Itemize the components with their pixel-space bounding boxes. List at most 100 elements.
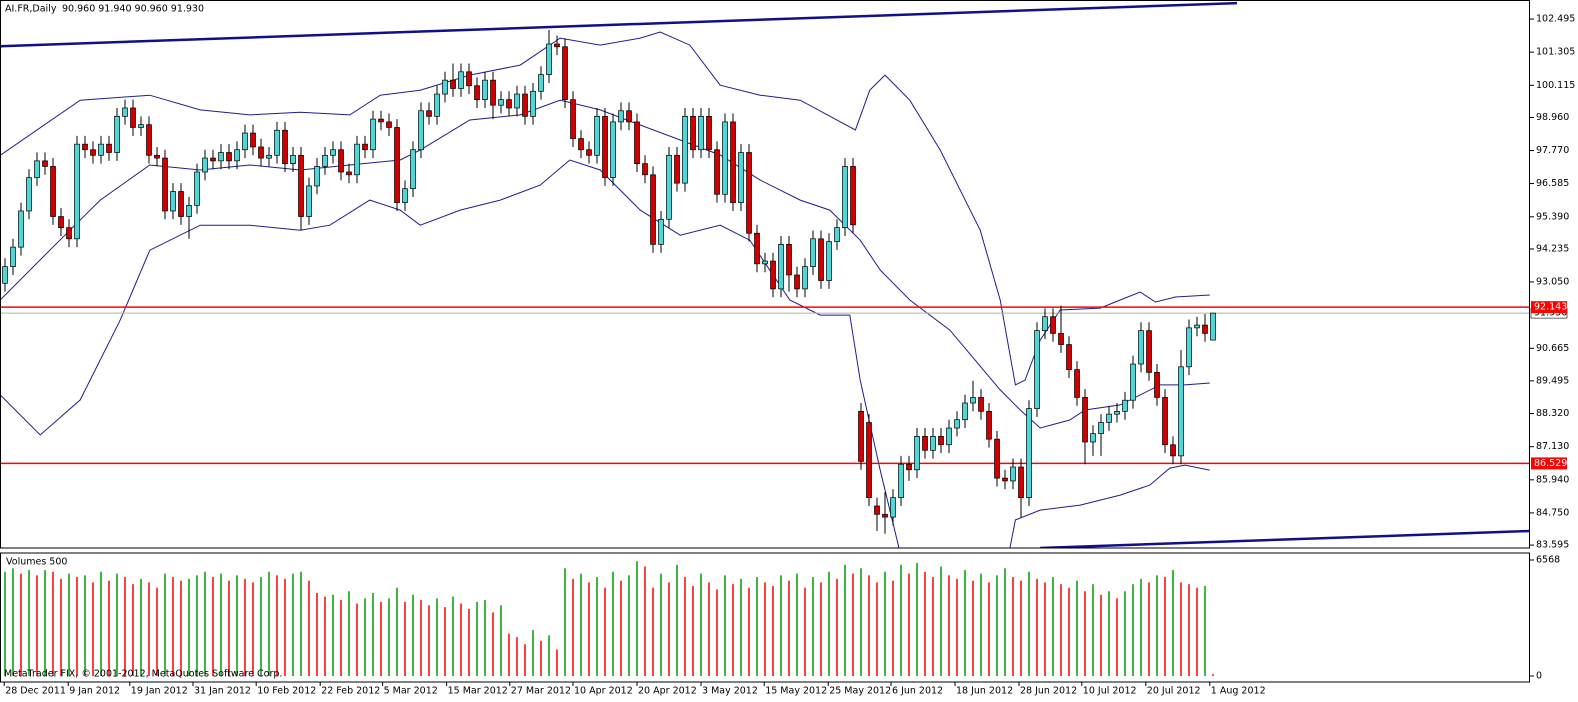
candle-body: [578, 138, 584, 151]
candle-body: [314, 166, 320, 187]
candle-body: [626, 110, 632, 123]
candle-body: [682, 115, 688, 184]
candle-body: [146, 124, 152, 156]
candle-body: [1042, 316, 1048, 331]
candle-body: [274, 129, 280, 156]
candle-body: [826, 241, 832, 281]
candle-body: [1114, 410, 1120, 415]
level-box: [1531, 457, 1567, 470]
price-frame: [0, 0, 1530, 549]
candle-body: [906, 463, 912, 471]
candle-body: [250, 132, 256, 148]
y-tick-label: 97.770: [1536, 145, 1569, 156]
candle-body: [714, 149, 720, 195]
candle-body: [546, 43, 552, 75]
trend-line: [0, 1, 1238, 48]
candle-body: [698, 115, 704, 151]
candle-body: [658, 218, 664, 245]
candle-body: [306, 185, 312, 217]
candle-body: [1146, 330, 1152, 373]
candle-body: [882, 513, 888, 518]
candle-body: [850, 166, 856, 226]
x-tick-label: 5 Mar 2012: [384, 686, 438, 697]
candle-body: [90, 149, 96, 156]
y-tick-label: 83.595: [1536, 540, 1569, 551]
candle-body: [522, 93, 528, 117]
candle-body: [1058, 333, 1064, 345]
x-tick-label: 27 Mar 2012: [511, 686, 571, 697]
candle-body: [594, 115, 600, 156]
candle-body: [434, 93, 440, 117]
candle-body: [586, 149, 592, 156]
candle-body: [770, 260, 776, 290]
y-tick-label: 89.495: [1536, 375, 1569, 386]
candle-body: [642, 163, 648, 176]
candle-body: [322, 154, 328, 167]
candle-body: [122, 107, 128, 117]
candle-body: [818, 238, 824, 281]
x-tick-label: 3 May 2012: [702, 686, 758, 697]
candle-body: [178, 191, 184, 217]
candle-body: [530, 90, 536, 117]
candle-body: [722, 121, 728, 195]
candle-body: [498, 99, 504, 106]
candle-body: [562, 46, 568, 100]
candle-body: [922, 436, 928, 451]
candle-body: [754, 232, 760, 265]
candle-body: [394, 127, 400, 203]
x-tick-label: 28 Dec 2011: [5, 686, 66, 697]
candle-body: [1138, 330, 1144, 365]
candle-body: [170, 191, 176, 212]
candle-body: [810, 238, 816, 267]
candle-body: [402, 188, 408, 203]
candle-body: [1202, 324, 1208, 334]
candle-body: [162, 157, 168, 212]
candle-body: [210, 157, 216, 162]
x-tick-label: 9 Jan 2012: [69, 686, 120, 697]
x-tick-label: 10 Jul 2012: [1083, 686, 1137, 697]
candle-body: [218, 152, 224, 162]
x-tick-label: 10 Apr 2012: [574, 686, 633, 697]
candle-body: [1154, 372, 1160, 398]
candle-body: [554, 43, 560, 48]
level-label: 86.529: [1534, 458, 1567, 469]
candle-body: [858, 410, 864, 462]
candle-body: [18, 210, 24, 248]
volume-title: Volumes 500: [6, 557, 67, 568]
candle-body: [154, 154, 160, 159]
candle-body: [450, 79, 456, 89]
volume-panel: [4, 561, 1214, 676]
candle-body: [426, 110, 432, 117]
candle-body: [1210, 312, 1216, 341]
candle-body: [330, 149, 336, 156]
candle-body: [1090, 433, 1096, 443]
candle-body: [1066, 344, 1072, 370]
candle-body: [202, 157, 208, 173]
candle-body: [1186, 327, 1192, 368]
y-tick-label: 84.750: [1536, 507, 1569, 518]
candle-body: [138, 124, 144, 128]
candle-body: [1034, 330, 1040, 409]
candle-body: [50, 166, 56, 217]
x-tick-label: 19 Jan 2012: [131, 686, 188, 697]
candle-body: [1018, 466, 1024, 498]
candle-body: [1082, 397, 1088, 443]
candle-body: [2, 266, 8, 284]
y-tick-label: 85.940: [1536, 474, 1569, 485]
candle-body: [82, 143, 88, 151]
candle-body: [762, 260, 768, 265]
candle-body: [10, 246, 16, 267]
candle-body: [938, 436, 944, 446]
volume-frame: [0, 552, 1530, 683]
candle-body: [410, 149, 416, 190]
x-tick-label: 20 Jul 2012: [1147, 686, 1201, 697]
x-tick-label: 1 Aug 2012: [1211, 686, 1266, 697]
candle-body: [954, 419, 960, 429]
candle-body: [802, 266, 808, 290]
candle-body: [610, 121, 616, 178]
footer: MetaTrader FIX, © 2001-2012, MetaQuotes …: [4, 669, 282, 680]
candle-body: [690, 115, 696, 151]
candle-body: [946, 427, 952, 446]
candle-body: [786, 244, 792, 276]
candle-body: [258, 146, 264, 159]
